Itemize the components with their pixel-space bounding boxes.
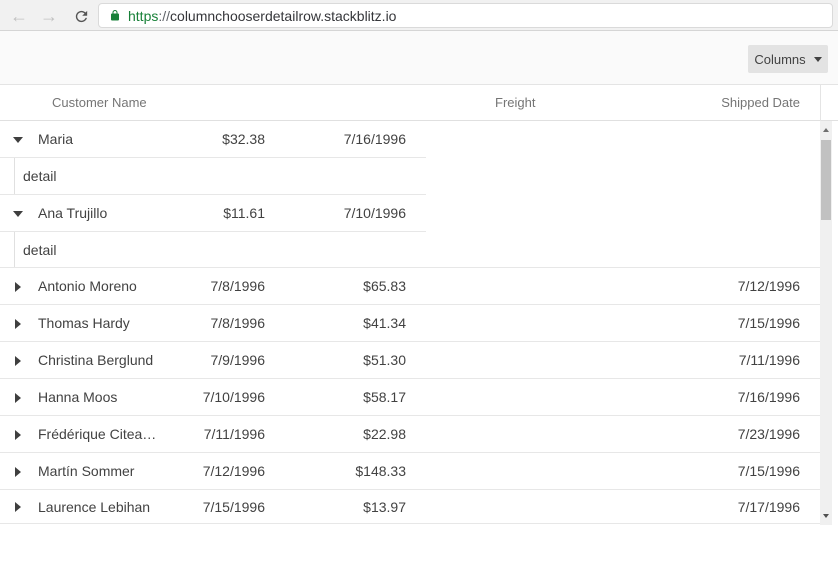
- table-row[interactable]: Christina Berglund 7/9/1996 $51.30 7/11/…: [0, 342, 820, 379]
- scrollbar-thumb[interactable]: [821, 140, 831, 220]
- cell-shipped-date: 7/15/1996: [737, 463, 800, 479]
- cell-customer-name: Laurence Lebihan: [38, 498, 151, 515]
- expand-row-icon[interactable]: [15, 355, 21, 366]
- table-row[interactable]: Laurence Lebihan 7/15/1996 $13.97 7/17/1…: [0, 490, 820, 524]
- cell-freight: $51.30: [363, 352, 406, 368]
- collapse-row-icon[interactable]: [13, 136, 23, 143]
- back-icon[interactable]: ←: [10, 6, 28, 26]
- cell-freight: $65.83: [363, 278, 406, 294]
- grid-body: Maria $32.38 7/16/1996 detail Ana Trujil…: [0, 121, 838, 524]
- row-divider: [0, 489, 820, 490]
- table-row[interactable]: Frédérique Citea… 7/11/1996 $22.98 7/23/…: [0, 416, 820, 453]
- cell-customer-name: Ana Trujillo: [38, 205, 108, 221]
- grid-toolbar: Columns: [0, 31, 838, 84]
- row-divider: [0, 157, 426, 158]
- cell-freight: $22.98: [363, 426, 406, 442]
- columns-chooser-button[interactable]: Columns: [748, 45, 828, 73]
- scroll-up-icon[interactable]: [820, 123, 832, 137]
- cell-shipped-date: 7/23/1996: [737, 426, 800, 442]
- cell-customer-name: Hanna Moos: [38, 389, 118, 405]
- cell-shipped-date: 7/11/1996: [738, 352, 800, 368]
- cell-customer-name: Martín Sommer: [38, 463, 135, 479]
- url-bar[interactable]: https://columnchooserdetailrow.stackblit…: [98, 3, 833, 28]
- cell-order-date: 7/15/1996: [202, 498, 265, 515]
- url-scheme: https: [128, 7, 159, 24]
- detail-row: detail: [0, 158, 820, 195]
- url-host: columnchooserdetailrow.stackblitz.io: [170, 7, 397, 24]
- column-header-customer-name[interactable]: Customer Name: [52, 95, 147, 110]
- expand-row-icon[interactable]: [15, 429, 21, 440]
- detail-container: detail: [14, 158, 427, 194]
- cell-shipped-date: 7/16/1996: [737, 389, 800, 405]
- cell-order-date: 7/12/1996: [202, 463, 265, 479]
- table-row[interactable]: Thomas Hardy 7/8/1996 $41.34 7/15/1996: [0, 305, 820, 342]
- cell-shipped-date: 7/15/1996: [737, 315, 800, 331]
- expand-row-icon[interactable]: [15, 502, 21, 512]
- url-text: https://columnchooserdetailrow.stackblit…: [128, 8, 396, 24]
- expand-row-icon[interactable]: [15, 281, 21, 292]
- browser-toolbar: ← → https://columnchooserdetailrow.stack…: [0, 0, 838, 31]
- cell-freight: $58.17: [363, 389, 406, 405]
- row-divider: [0, 194, 426, 195]
- vertical-scrollbar[interactable]: [820, 121, 832, 525]
- cell-order-date: 7/11/1996: [203, 426, 265, 442]
- cell-customer-name: Thomas Hardy: [38, 315, 130, 331]
- collapse-row-icon[interactable]: [13, 210, 23, 217]
- row-divider: [0, 523, 820, 524]
- cell-shipped-date: 7/17/1996: [737, 498, 800, 515]
- row-divider: [0, 452, 820, 453]
- cell-shipped-date: 7/10/1996: [343, 205, 406, 221]
- table-row[interactable]: Martín Sommer 7/12/1996 $148.33 7/15/199…: [0, 453, 820, 490]
- forward-icon[interactable]: →: [40, 6, 58, 26]
- cell-customer-name: Maria: [38, 131, 74, 147]
- column-header-freight[interactable]: Freight: [495, 95, 536, 110]
- row-divider: [0, 415, 820, 416]
- table-row[interactable]: Ana Trujillo $11.61 7/10/1996: [0, 195, 820, 232]
- detail-content: detail: [23, 168, 57, 184]
- expand-row-icon[interactable]: [15, 392, 21, 403]
- detail-row: detail: [0, 232, 820, 268]
- grid-header-row: Customer Name Freight Shipped Date: [0, 84, 838, 121]
- chevron-down-icon: [813, 56, 822, 62]
- expand-row-icon[interactable]: [15, 318, 21, 329]
- table-row[interactable]: Maria $32.38 7/16/1996: [0, 121, 820, 158]
- cell-order-date: 7/10/1996: [202, 389, 265, 405]
- cell-freight: $148.33: [355, 463, 406, 479]
- detail-container: detail: [14, 232, 427, 267]
- cell-freight: $11.61: [223, 205, 265, 221]
- column-header-shipped-date[interactable]: Shipped Date: [721, 95, 800, 110]
- cell-order-date: 7/8/1996: [210, 315, 266, 331]
- detail-content: detail: [23, 241, 57, 258]
- row-divider: [0, 341, 820, 342]
- cell-customer-name: Antonio Moreno: [38, 278, 137, 294]
- cell-shipped-date: 7/16/1996: [343, 131, 406, 147]
- row-divider: [0, 231, 426, 232]
- cell-customer-name: Christina Berglund: [38, 352, 154, 368]
- expand-row-icon[interactable]: [15, 466, 21, 477]
- lock-icon: [109, 9, 121, 22]
- table-row[interactable]: Hanna Moos 7/10/1996 $58.17 7/16/1996: [0, 379, 820, 416]
- table-row[interactable]: Antonio Moreno 7/8/1996 $65.83 7/12/1996: [0, 268, 820, 305]
- cell-customer-name: Frédérique Citea…: [38, 426, 157, 442]
- header-scrollbar-divider: [820, 85, 821, 121]
- cell-freight: $41.34: [363, 315, 406, 331]
- cell-freight: $13.97: [363, 498, 406, 515]
- url-separator: ://: [158, 7, 171, 24]
- row-divider: [0, 378, 820, 379]
- columns-button-label: Columns: [754, 51, 806, 67]
- cell-order-date: 7/9/1996: [210, 352, 266, 368]
- refresh-icon[interactable]: [68, 3, 94, 29]
- cell-order-date: 7/8/1996: [210, 278, 266, 294]
- cell-shipped-date: 7/12/1996: [737, 278, 800, 294]
- row-divider: [0, 267, 820, 268]
- data-grid: Customer Name Freight Shipped Date Maria…: [0, 84, 838, 525]
- row-divider: [0, 304, 820, 305]
- scroll-down-icon[interactable]: [820, 509, 832, 523]
- cell-freight: $32.38: [222, 131, 265, 147]
